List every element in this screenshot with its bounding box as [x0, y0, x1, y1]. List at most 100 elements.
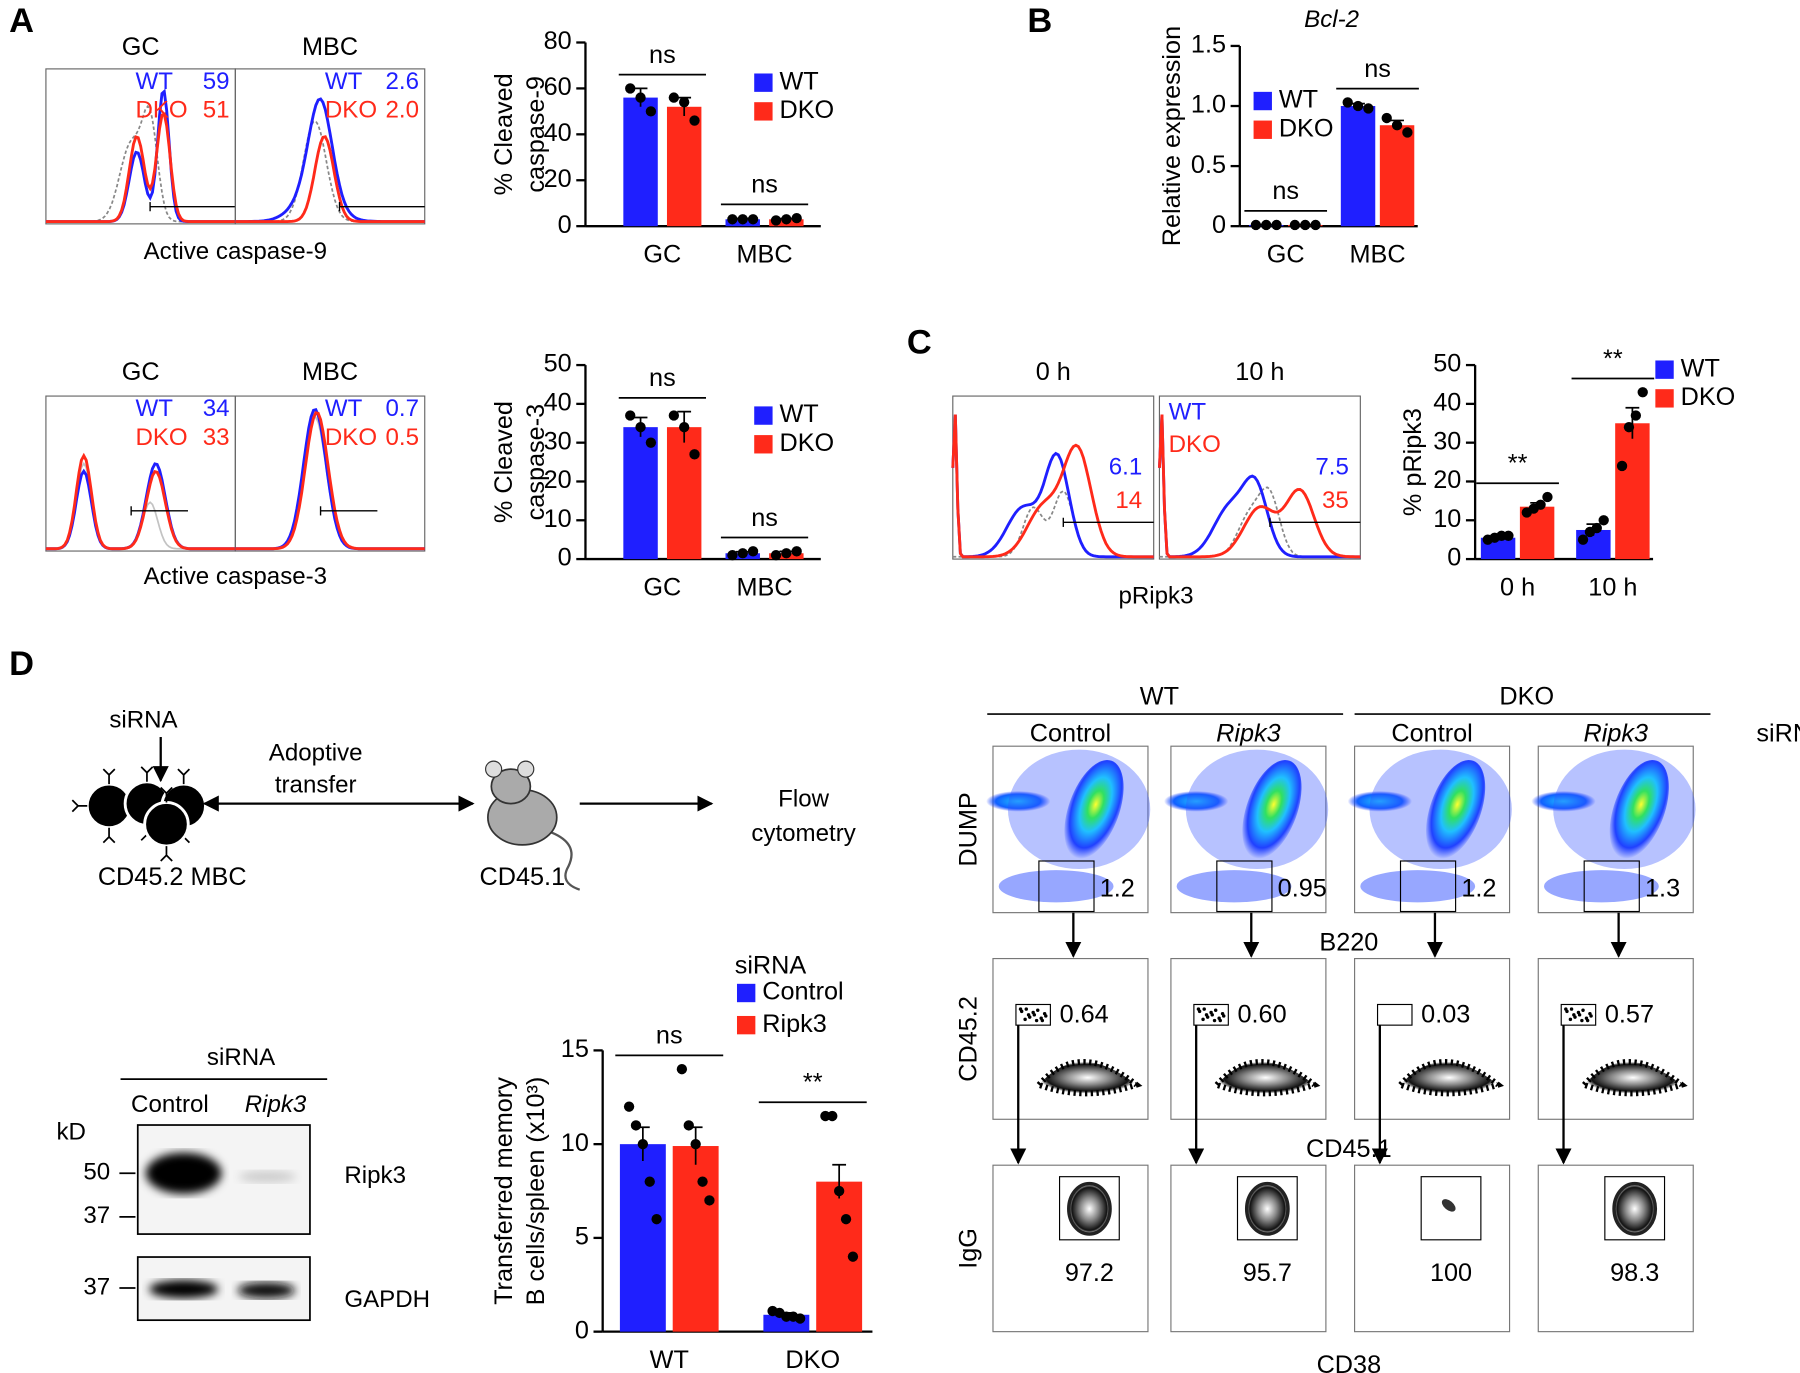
data-point	[1623, 421, 1635, 433]
y-tick-label: 15	[561, 1035, 589, 1063]
antibody	[71, 799, 88, 813]
legend-label: WT	[1681, 354, 1720, 382]
x-axis-label: Active caspase-3	[144, 563, 327, 590]
legend-swatch	[1655, 360, 1674, 379]
flow-frame	[1170, 1164, 1327, 1333]
histogram-dko	[951, 414, 1154, 559]
y-tick-label: 0	[558, 211, 572, 239]
significance-label: ns	[649, 364, 676, 392]
data-point	[690, 1138, 701, 1150]
x-axis-label: CD38	[1317, 1351, 1382, 1373]
data-point	[847, 1251, 859, 1262]
data-point	[1391, 120, 1403, 131]
gate	[1193, 1003, 1229, 1026]
event	[1581, 1008, 1585, 1012]
legend-label: DKO	[1279, 114, 1334, 142]
flow-frame	[992, 957, 1149, 1120]
histogram-title: 10 h	[1235, 358, 1284, 386]
gate	[1399, 860, 1457, 913]
histogram-title: MBC	[302, 33, 358, 61]
data-point	[679, 421, 690, 433]
data-point	[635, 421, 646, 433]
mouse-head	[490, 768, 532, 805]
marker-label: 37	[83, 1273, 110, 1300]
y-axis-label: caspase-9	[522, 76, 550, 192]
y-axis-label: DUMP	[955, 792, 983, 866]
band	[145, 1152, 222, 1194]
data-point	[727, 214, 738, 225]
data-point	[630, 1120, 642, 1131]
event	[1568, 1017, 1573, 1022]
antibody	[102, 768, 116, 844]
data-point	[833, 1185, 845, 1197]
data-point	[1250, 219, 1262, 231]
legend-label: DKO	[779, 96, 834, 124]
data-point	[1310, 219, 1321, 231]
y-tick-label: 0	[575, 1316, 589, 1344]
gate	[1583, 860, 1640, 913]
event	[1036, 1008, 1040, 1012]
event	[1573, 1015, 1577, 1019]
gate-value: 98.3	[1610, 1259, 1659, 1287]
event	[1212, 1018, 1217, 1023]
legend-swatch	[754, 73, 773, 92]
legend-label: Ripk3	[762, 1010, 827, 1038]
density-low	[1544, 870, 1659, 903]
y-tick-label: 30	[1433, 427, 1461, 455]
event	[1044, 1014, 1048, 1018]
event	[1201, 1017, 1205, 1022]
histogram-title: MBC	[302, 358, 358, 386]
mouse-ear	[485, 760, 503, 778]
y-tick-label: 50	[1433, 350, 1461, 378]
data-point	[794, 1313, 806, 1324]
legend-swatch	[1253, 120, 1272, 139]
y-tick-label: 20	[544, 466, 572, 494]
event	[1202, 1007, 1206, 1011]
bar	[1379, 125, 1415, 227]
data-point	[791, 212, 802, 224]
gate	[1604, 1176, 1666, 1241]
contour	[1244, 1181, 1290, 1236]
gate-value: 95.7	[1243, 1259, 1292, 1287]
density-core	[1242, 760, 1302, 859]
gate-value: 7.5	[1315, 454, 1349, 481]
event	[1027, 1015, 1032, 1019]
diagram-label: transfer	[275, 772, 357, 799]
significance-label: **	[1508, 450, 1528, 478]
y-tick-label: 1.5	[1191, 31, 1226, 59]
histogram-dko	[235, 135, 425, 224]
gate	[1038, 860, 1095, 913]
density-low	[1176, 870, 1292, 903]
data-point	[704, 1195, 715, 1206]
data-point	[1630, 410, 1642, 421]
legend-swatch	[736, 983, 756, 1003]
data-point	[1577, 534, 1589, 545]
x-tick-label: WT	[650, 1346, 689, 1373]
data-point	[747, 214, 759, 225]
significance-label: ns	[751, 504, 778, 532]
panel-label: D	[9, 645, 34, 683]
blot-label: kD	[56, 1118, 85, 1145]
legend-label: WT	[779, 67, 818, 95]
legend-label: DKO	[135, 424, 187, 451]
data-point	[770, 215, 782, 226]
contour	[1441, 1199, 1456, 1212]
antibody	[177, 768, 191, 844]
y-tick-label: 40	[544, 389, 572, 417]
event	[1019, 1009, 1024, 1014]
x-axis-label: Active caspase-9	[144, 238, 327, 265]
data-point	[737, 548, 748, 559]
y-axis-label: Transferred memory	[490, 1077, 518, 1305]
data-point	[635, 92, 646, 103]
event	[1205, 1015, 1210, 1019]
event	[1580, 1018, 1584, 1023]
y-tick-label: 0	[558, 544, 572, 572]
data-point	[623, 1101, 635, 1112]
data-point	[645, 106, 657, 117]
flow-frame	[1537, 957, 1694, 1120]
band	[237, 1282, 296, 1299]
data-point	[625, 410, 636, 421]
x-tick-label: 10 h	[1588, 574, 1637, 602]
